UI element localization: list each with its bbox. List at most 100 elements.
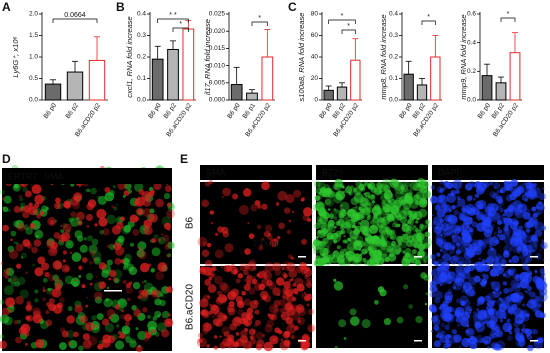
stain xyxy=(522,211,531,220)
stain xyxy=(462,282,472,292)
stain xyxy=(244,278,248,282)
stain xyxy=(494,334,498,337)
stain xyxy=(166,209,175,219)
stain xyxy=(519,232,528,240)
stain xyxy=(303,207,313,217)
stain xyxy=(451,329,457,335)
stain xyxy=(490,247,495,252)
stain xyxy=(150,268,155,272)
stain xyxy=(332,229,336,232)
stain xyxy=(367,246,372,252)
stain xyxy=(317,182,326,190)
stain xyxy=(168,322,172,325)
stain xyxy=(36,213,42,219)
stain xyxy=(286,262,296,272)
stain xyxy=(435,226,439,230)
stain xyxy=(440,234,443,237)
stain xyxy=(468,227,474,233)
stain xyxy=(389,205,400,216)
stain xyxy=(489,245,492,248)
x-tick-label: B6 p2 xyxy=(65,102,81,120)
y-tick-label: 1.5 xyxy=(29,32,38,39)
stain xyxy=(85,304,89,308)
stain xyxy=(202,294,210,302)
stain xyxy=(518,310,528,319)
stain xyxy=(91,238,99,246)
stain xyxy=(425,223,430,229)
stain xyxy=(526,290,531,295)
stain xyxy=(0,262,4,265)
stain xyxy=(473,275,481,283)
stain xyxy=(532,212,539,218)
stain xyxy=(465,246,471,253)
stain xyxy=(325,197,335,207)
stain xyxy=(60,232,71,242)
y-tick-label: 0.005 xyxy=(209,80,226,87)
stain xyxy=(431,330,434,333)
stain xyxy=(269,304,279,314)
stain xyxy=(25,343,28,346)
y-axis-label: cxcl1, RNA fold increase xyxy=(125,16,134,97)
stain xyxy=(474,310,485,320)
stain xyxy=(248,328,256,336)
stain xyxy=(3,195,12,204)
stain xyxy=(1,307,10,316)
stain xyxy=(209,210,215,215)
stain xyxy=(220,265,224,269)
stain xyxy=(452,280,463,291)
stain xyxy=(443,343,450,349)
stain xyxy=(482,227,487,232)
stain xyxy=(447,193,450,196)
y-tick-label: 0.0 xyxy=(29,97,38,104)
stain xyxy=(436,208,446,218)
stain xyxy=(134,197,145,207)
stain xyxy=(469,289,476,297)
stain xyxy=(93,291,103,301)
stain xyxy=(336,245,341,250)
stain xyxy=(349,230,359,240)
stain xyxy=(512,200,523,210)
stain xyxy=(526,285,532,291)
stain xyxy=(204,279,212,286)
stain xyxy=(505,231,509,236)
stain xyxy=(519,271,529,282)
stain xyxy=(98,262,107,270)
stain xyxy=(346,228,353,234)
channel-label: SMA xyxy=(44,171,64,181)
stain xyxy=(404,247,412,255)
stain xyxy=(457,261,461,265)
stain xyxy=(45,319,53,327)
stain xyxy=(79,315,88,324)
stain xyxy=(333,278,337,282)
stain xyxy=(507,335,513,341)
stain xyxy=(81,284,86,289)
stain xyxy=(511,255,520,263)
stain xyxy=(492,262,502,272)
stain xyxy=(503,181,514,192)
stain xyxy=(258,283,266,291)
stain xyxy=(284,331,289,336)
stain xyxy=(272,305,279,311)
stain xyxy=(333,281,344,291)
stain xyxy=(440,322,446,328)
stain xyxy=(121,325,131,335)
stain xyxy=(277,293,281,297)
stain xyxy=(508,259,512,263)
stain xyxy=(161,315,165,319)
stain xyxy=(440,283,443,287)
stain xyxy=(362,206,371,216)
stain xyxy=(468,335,478,345)
stain xyxy=(130,242,135,247)
stain xyxy=(201,199,209,208)
stain xyxy=(248,259,257,268)
stain xyxy=(286,229,292,235)
stain xyxy=(64,266,70,272)
stain xyxy=(197,236,208,247)
stain xyxy=(102,318,110,326)
stain xyxy=(301,342,309,351)
stain xyxy=(442,187,446,191)
stain xyxy=(78,274,82,279)
stain xyxy=(465,327,475,338)
stain xyxy=(468,235,471,239)
